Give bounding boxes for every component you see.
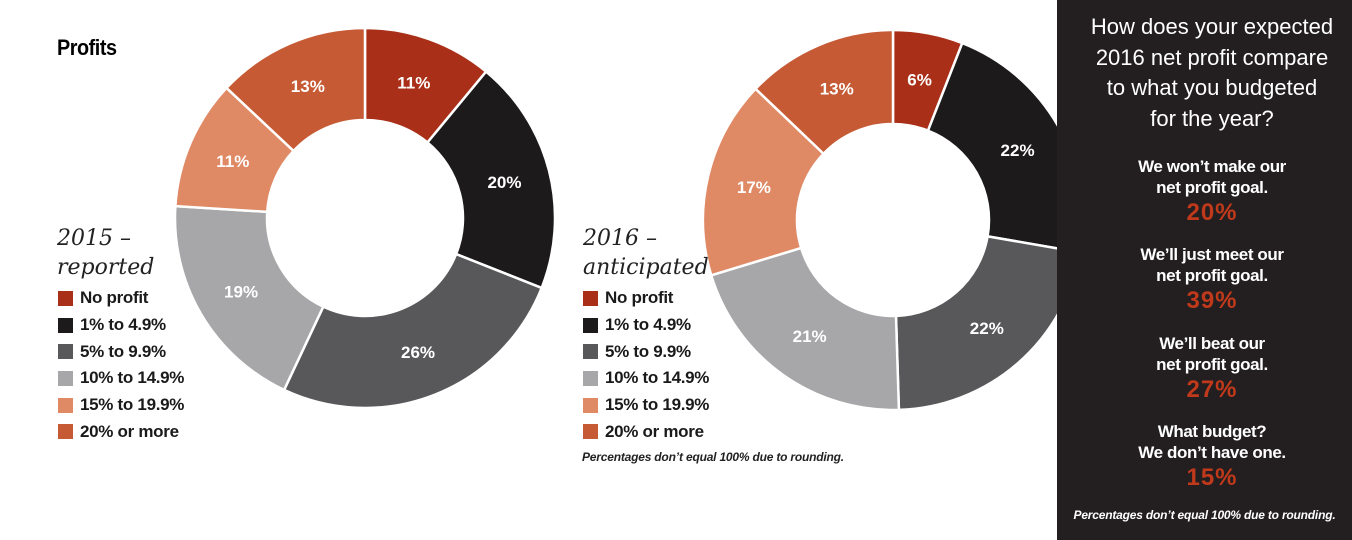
- legend-item: 5% to 9.9%: [583, 338, 709, 365]
- slice-data-label: 26%: [401, 343, 435, 362]
- legend-swatch: [583, 424, 598, 440]
- answer-text-line: We won’t make our: [1138, 157, 1286, 176]
- answer-item: We’ll beat our net profit goal. 27%: [1057, 333, 1352, 403]
- answer-item: We’ll just meet our net profit goal. 39%: [1057, 244, 1352, 314]
- chart-title: Profits: [57, 35, 117, 60]
- legend-item: 15% to 19.9%: [58, 392, 184, 419]
- legend-2015: No profit 1% to 4.9% 5% to 9.9% 10% to 1…: [58, 285, 184, 445]
- slice-data-label: 20%: [487, 173, 521, 192]
- legend-item: No profit: [583, 285, 709, 312]
- legend-label: 15% to 19.9%: [605, 395, 710, 415]
- legend-item: 20% or more: [58, 418, 184, 445]
- legend-swatch: [58, 317, 73, 333]
- answer-text-line: We’ll beat our: [1159, 334, 1265, 353]
- slice-data-label: 6%: [907, 70, 932, 89]
- legend-swatch: [58, 397, 73, 413]
- donut-slice: [894, 234, 1082, 412]
- slice-data-label: 19%: [224, 282, 258, 301]
- legend-label: 15% to 19.9%: [80, 395, 185, 415]
- legend-label: 10% to 14.9%: [605, 368, 710, 388]
- legend-swatch: [58, 290, 73, 306]
- donut-slice: [701, 87, 826, 277]
- legend-item: 1% to 4.9%: [58, 312, 184, 339]
- legend-item: No profit: [58, 285, 184, 312]
- donut-slice: [425, 69, 557, 290]
- legend-2016: No profit 1% to 4.9% 5% to 9.9% 10% to 1…: [583, 285, 709, 445]
- slice-data-label: 22%: [1001, 141, 1035, 160]
- legend-swatch: [583, 290, 598, 306]
- legend-label: No profit: [80, 288, 149, 308]
- legend-swatch: [58, 344, 73, 360]
- legend-label: 5% to 9.9%: [80, 341, 166, 361]
- slice-data-label: 13%: [291, 77, 325, 96]
- answer-text-line: net profit goal.: [1156, 355, 1268, 374]
- question-line: How does your expected: [1090, 14, 1334, 39]
- answer-percent: 27%: [1186, 376, 1238, 403]
- answer-text-line: net profit goal.: [1156, 178, 1268, 197]
- answer-item: What budget? We don’t have one. 15%: [1057, 421, 1352, 491]
- legend-label: 1% to 4.9%: [80, 315, 166, 335]
- legend-label: 1% to 4.9%: [605, 315, 691, 335]
- legend-item: 1% to 4.9%: [583, 312, 709, 339]
- question-line: 2016 net profit compare: [1095, 44, 1329, 70]
- series-label-line: 2016 –: [583, 226, 657, 251]
- slice-data-label: 11%: [216, 152, 249, 171]
- legend-item: 20% or more: [583, 418, 709, 445]
- legend-label: 5% to 9.9%: [605, 341, 691, 361]
- slice-data-label: 21%: [793, 327, 827, 346]
- legend-label: 10% to 14.9%: [80, 368, 185, 388]
- legend-label: 20% or more: [605, 421, 704, 441]
- rounding-note-2016: Percentages don’t equal 100% due to roun…: [582, 450, 844, 464]
- legend-swatch: [583, 397, 598, 413]
- series-label-line: reported: [57, 255, 155, 280]
- survey-question: How does your expected 2016 net profit c…: [1057, 12, 1352, 134]
- legend-swatch: [583, 317, 598, 333]
- rounding-note-panel: Percentages don’t equal 100% due to roun…: [1073, 508, 1336, 522]
- legend-swatch: [58, 370, 73, 386]
- question-line: to what you budgeted: [1106, 75, 1318, 100]
- answer-item: We won’t make our net profit goal. 20%: [1057, 156, 1352, 226]
- series-label-2015: 2015 – reported: [57, 224, 154, 282]
- slice-data-label: 17%: [737, 178, 771, 197]
- legend-swatch: [583, 370, 598, 386]
- donut-slice: [224, 26, 367, 153]
- series-label-2016: 2016 – anticipated: [583, 224, 709, 282]
- legend-item: 10% to 14.9%: [58, 365, 184, 392]
- answer-text-line: We don’t have one.: [1138, 443, 1286, 462]
- slice-data-label: 22%: [970, 319, 1004, 338]
- survey-panel: How does your expected 2016 net profit c…: [1057, 0, 1352, 540]
- donut-slice: [753, 28, 895, 156]
- legend-label: 20% or more: [80, 421, 179, 441]
- slice-data-label: 11%: [397, 74, 430, 93]
- question-line: for the year?: [1150, 105, 1274, 131]
- donut-slice: [282, 252, 544, 410]
- legend-item: 15% to 19.9%: [583, 392, 709, 419]
- legend-swatch: [58, 424, 73, 440]
- answer-percent: 20%: [1186, 199, 1238, 226]
- answer-text-line: We’ll just meet our: [1140, 245, 1284, 264]
- donut-slice: [173, 204, 325, 392]
- answer-text-line: net profit goal.: [1156, 266, 1268, 285]
- donut-slice: [709, 246, 901, 412]
- series-label-line: anticipated: [583, 255, 709, 280]
- answer-percent: 15%: [1186, 464, 1238, 491]
- slice-data-label: 13%: [820, 80, 854, 99]
- legend-item: 5% to 9.9%: [58, 338, 184, 365]
- series-label-line: 2015 –: [57, 226, 131, 251]
- legend-item: 10% to 14.9%: [583, 365, 709, 392]
- legend-swatch: [583, 344, 598, 360]
- answer-percent: 39%: [1186, 287, 1238, 314]
- legend-label: No profit: [605, 288, 674, 308]
- answer-text-line: What budget?: [1157, 422, 1267, 441]
